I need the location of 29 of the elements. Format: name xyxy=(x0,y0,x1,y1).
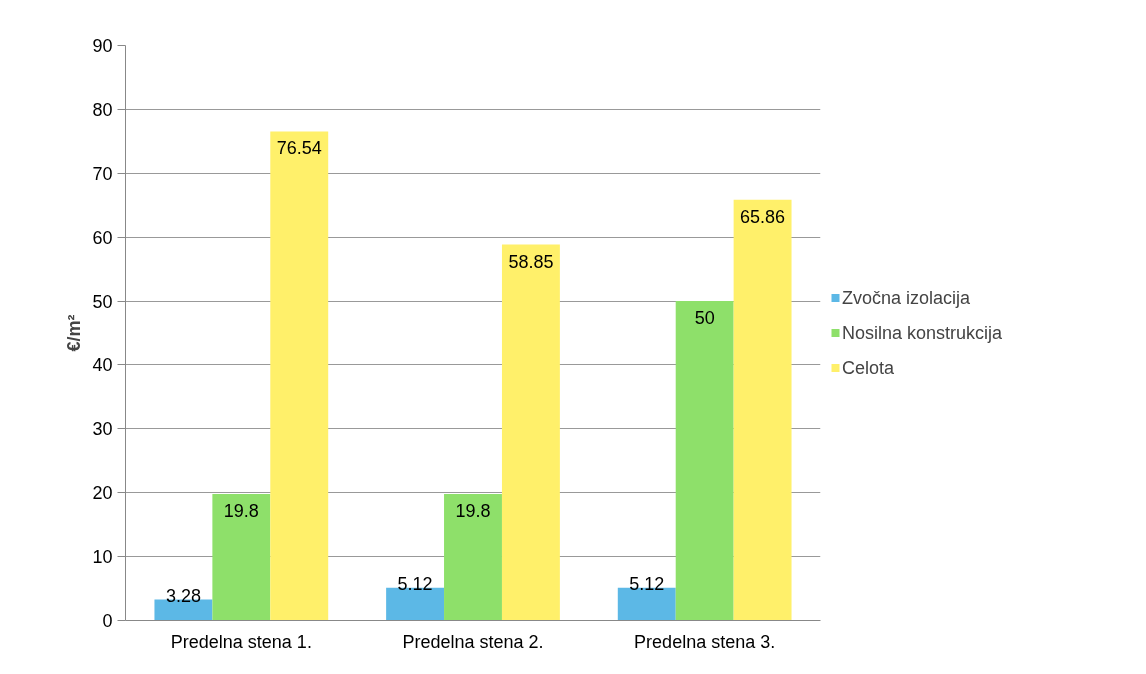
data-label: 65.86 xyxy=(740,206,786,227)
data-label: 76.54 xyxy=(276,138,322,159)
bar xyxy=(444,494,502,621)
bar xyxy=(270,131,329,621)
y-tick-label: 90 xyxy=(92,36,113,56)
y-tick-label: 30 xyxy=(92,419,113,440)
data-label: 58.85 xyxy=(508,251,554,272)
legend-label: Celota xyxy=(842,357,895,378)
x-tick-label: Predelna stena 1. xyxy=(170,631,312,652)
y-tick-label: 20 xyxy=(92,483,113,504)
y-axis-title: €/m² xyxy=(64,314,85,352)
data-label: 19.8 xyxy=(455,501,491,521)
y-tick-label: 50 xyxy=(92,291,113,312)
bar xyxy=(501,244,560,621)
y-tick-label: 40 xyxy=(92,355,113,376)
y-tick-label: 60 xyxy=(92,227,113,248)
bar xyxy=(675,301,734,621)
legend-label: Nosilna konstrukcija xyxy=(842,322,1003,343)
x-tick-label: Predelna stena 3. xyxy=(634,631,776,652)
x-tick-label: Predelna stena 2. xyxy=(402,631,544,652)
bar xyxy=(733,199,792,621)
data-label: 50 xyxy=(694,308,715,329)
bar xyxy=(212,494,271,621)
y-tick-label: 0 xyxy=(102,611,113,631)
data-label: 19.8 xyxy=(223,501,259,521)
y-tick-label: 70 xyxy=(92,163,113,184)
y-tick-label: 10 xyxy=(92,547,113,568)
y-tick-label: 80 xyxy=(92,99,113,120)
legend-label: Zvočna izolacija xyxy=(842,287,971,308)
